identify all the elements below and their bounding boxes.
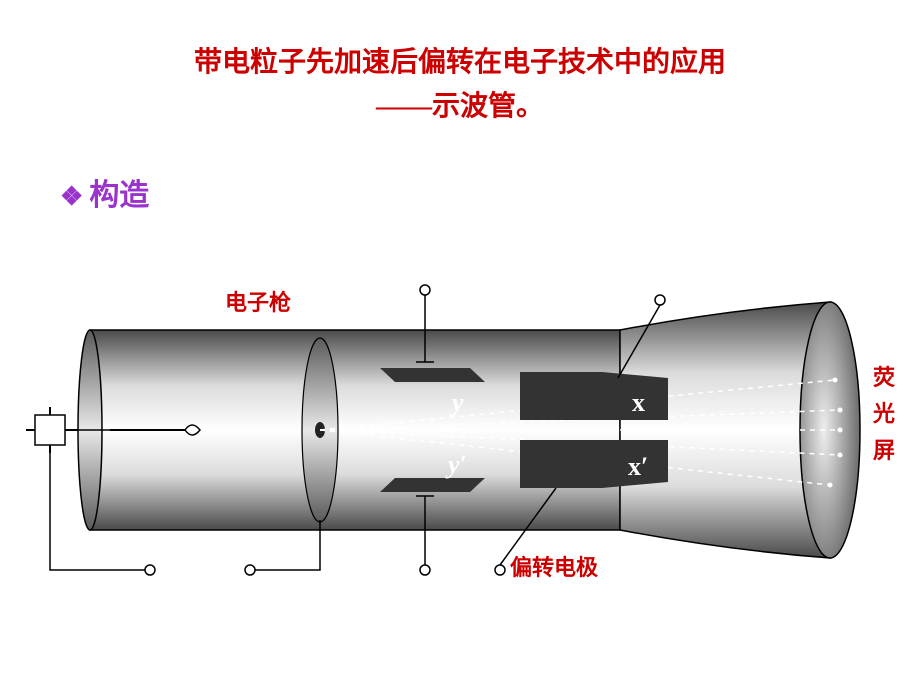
screen-char-3: 屏 — [873, 433, 895, 469]
bullet-icon: ❖ — [60, 182, 83, 211]
tube-svg — [20, 260, 880, 600]
oscilloscope-diagram: 电子枪 偏转电极 荧 光 屏 — [20, 260, 900, 640]
symbol-y-prime: y′ — [448, 450, 467, 480]
symbol-x-prime: x′ — [628, 452, 648, 482]
label-deflection-electrode: 偏转电极 — [510, 550, 598, 582]
power-source-icon — [26, 407, 78, 453]
screen-char-2: 光 — [873, 396, 895, 432]
title-line-2: ——示波管。 — [0, 84, 920, 124]
symbol-y: y — [452, 388, 464, 418]
screen-char-1: 荧 — [873, 360, 895, 396]
title-line-1: 带电粒子先加速后偏转在电子技术中的应用 — [0, 40, 920, 80]
section-heading: ❖构造 — [60, 170, 149, 214]
label-electron-gun: 电子枪 — [225, 285, 291, 317]
symbol-x: x — [632, 388, 645, 418]
label-fluorescent-screen: 荧 光 屏 — [873, 360, 895, 469]
section-text: 构造 — [89, 179, 149, 212]
title-block: 带电粒子先加速后偏转在电子技术中的应用 ——示波管。 — [0, 0, 920, 124]
